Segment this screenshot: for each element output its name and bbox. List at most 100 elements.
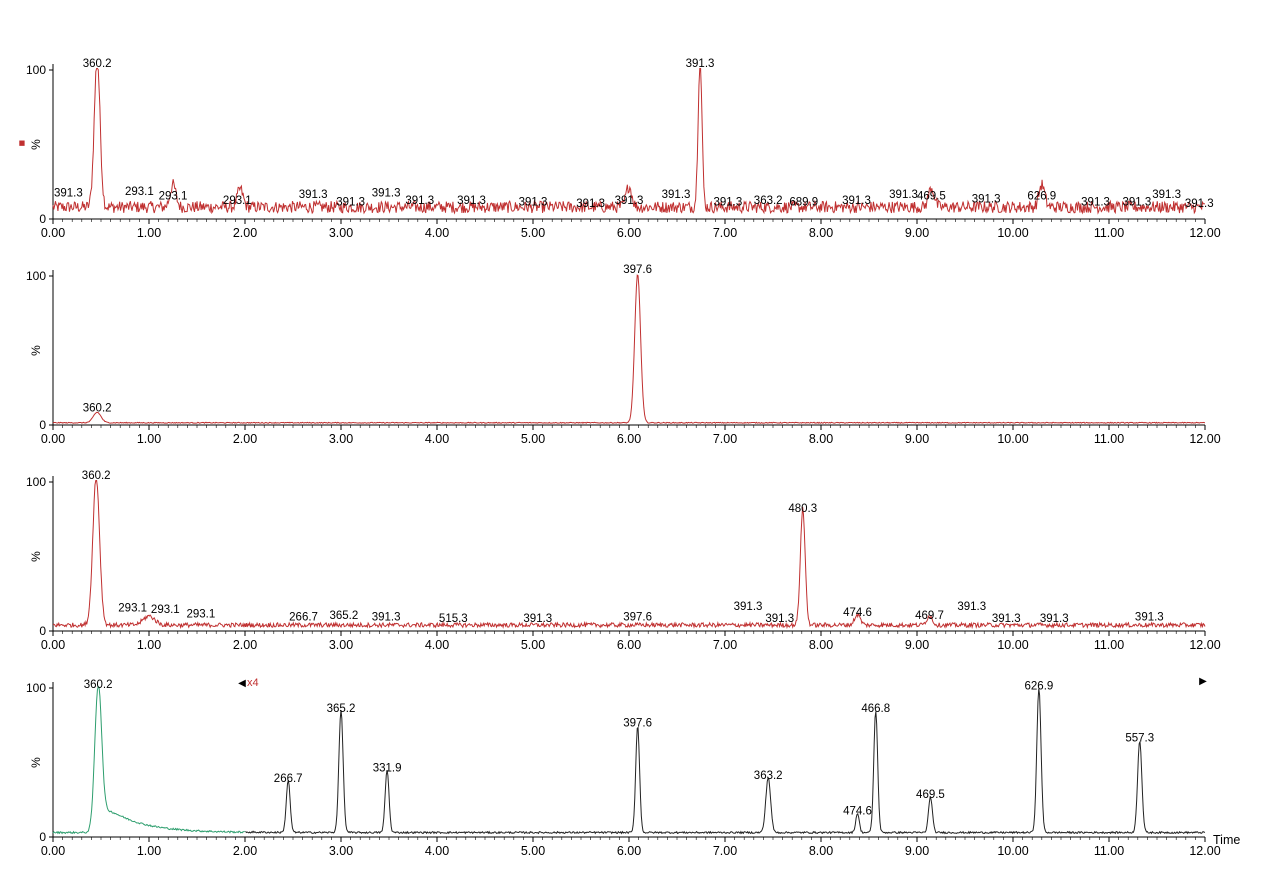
x-tick-label: 7.00: [713, 226, 737, 240]
peak-label: 266.7: [289, 612, 318, 624]
trace-series-1: [52, 685, 245, 835]
peak-label: 365.2: [329, 610, 358, 622]
x-tick-label: 8.00: [809, 226, 833, 240]
peak-label: 469.5: [917, 191, 946, 203]
x-tick-label: 6.00: [617, 226, 641, 240]
peak-label: 391.3: [1135, 612, 1164, 624]
peak-label: 397.6: [623, 612, 652, 624]
x-tick-label: 9.00: [905, 226, 929, 240]
chart-panel-2: 0 100% 0.00 1.00 2.00 3.00 4.00 5.00 6.00 7.00 8.0…: [26, 264, 1221, 446]
trace-series-2: [245, 688, 1206, 835]
peak-label: 391.3: [372, 188, 401, 200]
x-tick-label: 0.00: [41, 638, 65, 652]
peak-label: 391.3: [686, 58, 715, 70]
trace-series-1: [52, 274, 1206, 424]
x-tick-label: 10.00: [997, 432, 1028, 446]
peak-label: 293.1: [186, 609, 215, 621]
x-tick-label: 6.00: [617, 844, 641, 858]
peak-label: 397.6: [623, 718, 652, 730]
y-tick-label: 100: [26, 269, 46, 283]
x-tick-label: 3.00: [329, 226, 353, 240]
x-tick-label: 2.00: [233, 226, 257, 240]
x-tick-label: 8.00: [809, 638, 833, 652]
x-tick-label: 1.00: [137, 432, 161, 446]
x-tick-label: 10.00: [997, 226, 1028, 240]
zoom-right-arrow-icon[interactable]: ▶: [1199, 676, 1207, 687]
x-tick-label: 5.00: [521, 638, 545, 652]
x-tick-label: 11.00: [1094, 226, 1124, 240]
x-axis-label: Time: [1213, 833, 1240, 847]
peak-label: 515.3: [439, 613, 468, 625]
x-tick-label: 0.00: [41, 844, 65, 858]
x-tick-label: 8.00: [809, 432, 833, 446]
x-tick-label: 4.00: [425, 432, 449, 446]
x-tick-label: 2.00: [233, 432, 257, 446]
peak-label: 363.2: [754, 195, 783, 207]
peak-label: 469.5: [916, 789, 945, 801]
peak-label: 391.3: [1185, 198, 1214, 210]
x-tick-label: 7.00: [713, 844, 737, 858]
x-tick-label: 1.00: [137, 638, 161, 652]
trace-series-1: [52, 480, 1206, 630]
chart-panel-1: 0 100%■ 0.00 1.00 2.00 3.00 4.00 5.00 6.00 7.00 8.…: [19, 58, 1221, 240]
peak-label: 557.3: [1125, 733, 1154, 745]
x-tick-label: 12.00: [1189, 226, 1220, 240]
peak-label: 689.9: [789, 197, 818, 209]
trace-marker-icon[interactable]: ■: [19, 138, 26, 150]
peak-label: 360.2: [84, 679, 113, 691]
x-tick-label: 8.00: [809, 844, 833, 858]
peak-label: 293.1: [118, 603, 147, 615]
y-axis-label: %: [29, 345, 43, 356]
peak-label: 391.3: [957, 601, 986, 613]
trace-series-1: [52, 68, 1206, 215]
x-tick-label: 5.00: [521, 226, 545, 240]
y-axis-label: %: [29, 139, 43, 150]
x-tick-label: 5.00: [521, 432, 545, 446]
peak-label: 391.3: [457, 195, 486, 207]
peak-label: 391.3: [713, 197, 742, 209]
x-tick-label: 3.00: [329, 432, 353, 446]
peak-label: 391.3: [662, 189, 691, 201]
peak-label: 391.3: [54, 188, 83, 200]
peak-label: 391.3: [576, 198, 605, 210]
x-tick-label: 9.00: [905, 844, 929, 858]
x-tick-label: 7.00: [713, 638, 737, 652]
peak-label: 391.3: [1081, 197, 1110, 209]
x-tick-label: 12.00: [1189, 432, 1220, 446]
peak-label: 391.3: [1122, 197, 1151, 209]
x-tick-label: 12.00: [1189, 844, 1220, 858]
peak-label: 293.1: [159, 191, 188, 203]
peak-label: 474.6: [843, 607, 872, 619]
peak-label: 391.3: [842, 195, 871, 207]
peak-label: 391.3: [765, 613, 794, 625]
x-tick-label: 9.00: [905, 432, 929, 446]
peak-label: 391.3: [523, 613, 552, 625]
peak-label: 293.1: [223, 195, 252, 207]
x-tick-label: 3.00: [329, 844, 353, 858]
x-tick-label: 6.00: [617, 432, 641, 446]
peak-label: 363.2: [754, 770, 783, 782]
peak-label: 391.3: [1152, 189, 1181, 201]
peak-label: 626.9: [1027, 191, 1056, 203]
y-tick-label: 0: [39, 624, 46, 638]
zoom-left-arrow-icon[interactable]: ◀: [238, 678, 246, 689]
y-tick-label: 100: [26, 63, 46, 77]
peak-label: 391.3: [1040, 613, 1069, 625]
peak-label: 391.3: [972, 194, 1001, 206]
peak-label: 360.2: [82, 470, 111, 482]
y-axis-label: %: [29, 551, 43, 562]
peak-label: 626.9: [1025, 680, 1054, 692]
peak-label: 469.7: [915, 610, 944, 622]
peak-label: 391.3: [372, 612, 401, 624]
peak-label: 391.3: [615, 195, 644, 207]
y-tick-label: 0: [39, 830, 46, 844]
y-tick-label: 100: [26, 475, 46, 489]
peak-label: 360.2: [83, 58, 112, 70]
x-tick-label: 11.00: [1094, 638, 1124, 652]
peak-label: 391.3: [889, 189, 918, 201]
x-tick-label: 4.00: [425, 638, 449, 652]
peak-label: 365.2: [327, 703, 356, 715]
peak-label: 391.3: [299, 189, 328, 201]
y-tick-label: 0: [39, 418, 46, 432]
